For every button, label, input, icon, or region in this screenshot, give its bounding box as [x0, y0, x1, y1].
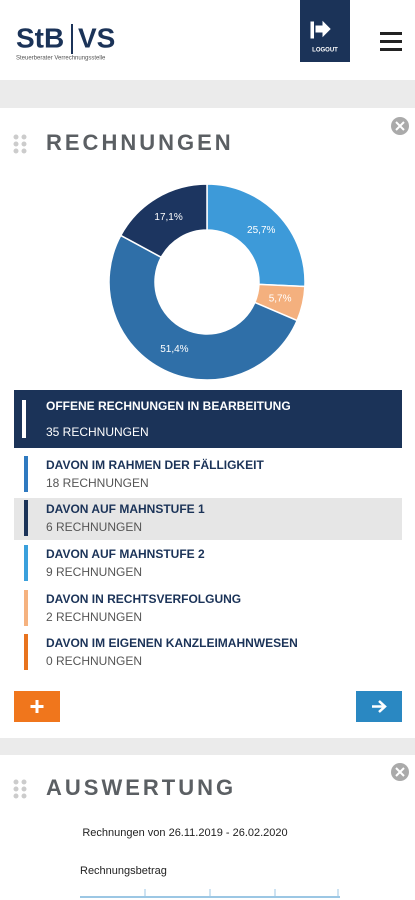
item-marker [24, 545, 28, 581]
summary-title: OFFENE RECHNUNGEN IN BEARBEITUNG [46, 399, 291, 413]
date-range: Rechnungen von 26.11.2019 - 26.02.2020 [82, 827, 287, 839]
next-icon [372, 700, 387, 713]
logout-button[interactable]: LOGOUT [300, 0, 350, 62]
item-count[interactable]: 0 RECHNUNGEN [46, 654, 142, 668]
summary-count: 35 RECHNUNGEN [46, 425, 149, 439]
donut-chart: 25,7% 5,7% 51,4% 17,1% [108, 183, 306, 381]
item-marker [24, 500, 28, 536]
item-marker [24, 590, 28, 626]
donut-slice [108, 234, 299, 381]
item-title[interactable]: DAVON IM RAHMEN DER FÄLLIGKEIT [46, 457, 264, 472]
menu-line[interactable] [380, 40, 402, 43]
menu-line[interactable] [380, 32, 402, 35]
drag-handle [13, 134, 27, 154]
item-list: DAVON IM RAHMEN DER FÄLLIGKEIT 18 RECHNUN… [14, 456, 402, 670]
summary-marker [22, 400, 26, 438]
close-button[interactable] [391, 763, 409, 781]
item-count[interactable]: 2 RECHNUNGEN [46, 610, 142, 624]
donut-slice [119, 183, 208, 259]
logout-icon [310, 20, 331, 39]
slice-label: 17,1% [154, 212, 182, 223]
logo-left: StB [16, 22, 64, 53]
item-title[interactable]: DAVON AUF MAHNSTUFE 2 [46, 547, 205, 561]
item-marker [24, 456, 28, 492]
summary-item[interactable] [14, 390, 402, 448]
logo-tagline: Steuerberater Verrechnungsstelle [16, 56, 106, 62]
add-button[interactable] [14, 691, 60, 722]
card-title: AUSWERTUNG [46, 775, 236, 800]
logout-label[interactable]: LOGOUT [312, 48, 338, 54]
drag-handle [13, 779, 27, 799]
close-icon [395, 767, 405, 777]
item-title[interactable]: DAVON AUF MAHNSTUFE 1 [46, 502, 205, 516]
close-icon [395, 121, 405, 131]
item-highlight[interactable] [14, 498, 402, 540]
card-title: RECHNUNGEN [46, 130, 234, 155]
item-count[interactable]: 6 RECHNUNGEN [46, 520, 142, 534]
add-icon [30, 700, 44, 713]
close-button[interactable] [391, 117, 409, 135]
chart-axis [80, 889, 340, 898]
donut-slice [206, 183, 306, 288]
item-count[interactable]: 18 RECHNUNGEN [46, 476, 149, 490]
item-count[interactable]: 9 RECHNUNGEN [46, 565, 142, 579]
item-title[interactable]: DAVON IN RECHTSVERFOLGUNG [46, 592, 241, 606]
menu-line[interactable] [380, 48, 402, 51]
auswertung-card [0, 755, 415, 900]
slice-label: 5,7% [269, 293, 292, 304]
item-marker [24, 634, 28, 670]
logo-right: VS [78, 22, 115, 53]
slice-label: 25,7% [247, 225, 275, 236]
slice-label: 51,4% [160, 344, 188, 355]
item-title[interactable]: DAVON IM EIGENEN KANZLEIMAHNWESEN [46, 636, 298, 650]
menu-button[interactable] [380, 32, 402, 51]
next-button[interactable] [356, 691, 402, 722]
axis-label: Rechnungsbetrag [80, 865, 167, 877]
